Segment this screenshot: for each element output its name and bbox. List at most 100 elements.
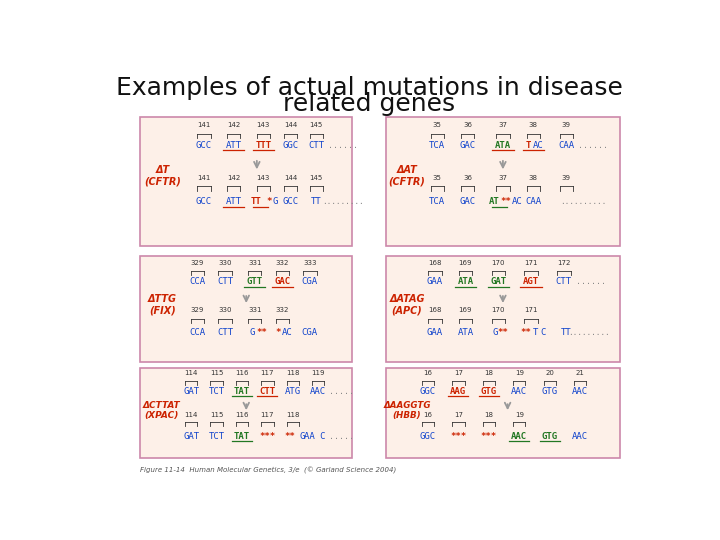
Text: ..........: .......... xyxy=(560,197,606,206)
Bar xyxy=(386,368,620,458)
Text: GCC: GCC xyxy=(196,197,212,206)
Text: 141: 141 xyxy=(197,123,210,129)
Text: 171: 171 xyxy=(524,307,538,313)
Bar xyxy=(386,117,620,246)
Text: 115: 115 xyxy=(210,370,223,376)
Text: AA C: AA C xyxy=(304,432,325,441)
Text: 118: 118 xyxy=(286,413,300,418)
Text: .....: ..... xyxy=(329,432,354,441)
Text: TAT: TAT xyxy=(234,432,250,441)
Text: CCA: CCA xyxy=(189,328,205,337)
Text: G: G xyxy=(273,197,278,206)
Text: 116: 116 xyxy=(235,413,248,418)
Bar xyxy=(140,256,352,362)
Text: AAC: AAC xyxy=(572,432,588,441)
Text: G: G xyxy=(249,328,255,337)
Text: AAC: AAC xyxy=(310,387,326,396)
Text: 331: 331 xyxy=(248,260,261,266)
Text: 169: 169 xyxy=(459,260,472,266)
Text: **: ** xyxy=(284,432,295,441)
Text: AAG: AAG xyxy=(450,387,467,396)
Text: 116: 116 xyxy=(235,370,248,376)
Text: AC: AC xyxy=(282,328,292,337)
Text: 17: 17 xyxy=(454,413,463,418)
Text: 118: 118 xyxy=(286,370,300,376)
Text: ATA: ATA xyxy=(457,328,474,337)
Text: ***: *** xyxy=(450,432,467,441)
Text: CGA: CGA xyxy=(302,328,318,337)
Text: 37: 37 xyxy=(498,123,508,129)
Text: 35: 35 xyxy=(433,123,442,129)
Text: T: T xyxy=(526,140,531,150)
Text: 143: 143 xyxy=(256,175,270,181)
Text: GTG: GTG xyxy=(481,387,497,396)
Text: AAC: AAC xyxy=(511,432,527,441)
Text: ATA: ATA xyxy=(457,277,474,286)
Text: *: * xyxy=(266,197,271,206)
Text: 330: 330 xyxy=(218,307,232,313)
Bar xyxy=(140,368,352,458)
Text: ATT: ATT xyxy=(225,140,242,150)
Text: TT: TT xyxy=(251,197,261,206)
Text: AAC: AAC xyxy=(572,387,588,396)
Text: 170: 170 xyxy=(492,260,505,266)
Text: GAT: GAT xyxy=(183,387,199,396)
Text: GAC: GAC xyxy=(274,277,290,286)
Text: TT: TT xyxy=(311,197,322,206)
Text: GTT: GTT xyxy=(247,277,263,286)
Text: 38: 38 xyxy=(529,123,538,129)
Text: CTT: CTT xyxy=(217,328,233,337)
Text: ......: ...... xyxy=(328,140,358,150)
Text: 330: 330 xyxy=(218,260,232,266)
Text: 172: 172 xyxy=(557,260,570,266)
Text: ΔT
(CFTR): ΔT (CFTR) xyxy=(144,165,181,187)
Text: 329: 329 xyxy=(191,307,204,313)
Text: related genes: related genes xyxy=(283,92,455,116)
Text: 18: 18 xyxy=(485,413,493,418)
Text: **: ** xyxy=(501,197,512,206)
Text: 35: 35 xyxy=(433,175,442,181)
Text: ***: *** xyxy=(481,432,497,441)
Text: CTT: CTT xyxy=(308,140,324,150)
Text: .........: ......... xyxy=(322,197,364,206)
Text: CTT: CTT xyxy=(556,277,572,286)
Text: ......: ...... xyxy=(578,140,608,150)
Text: CAA: CAA xyxy=(526,197,541,206)
Text: 36: 36 xyxy=(463,175,472,181)
Text: ΔAAGGTG
(HBB): ΔAAGGTG (HBB) xyxy=(383,401,431,420)
Text: 168: 168 xyxy=(428,260,441,266)
Text: ***: *** xyxy=(259,432,276,441)
Text: CGA: CGA xyxy=(302,277,318,286)
Text: 119: 119 xyxy=(312,370,325,376)
Text: Examples of actual mutations in disease: Examples of actual mutations in disease xyxy=(116,76,622,100)
Text: 170: 170 xyxy=(492,307,505,313)
Text: TAT: TAT xyxy=(234,387,250,396)
Text: AC: AC xyxy=(511,197,522,206)
Text: TTT: TTT xyxy=(255,140,271,150)
Text: GTG: GTG xyxy=(541,387,558,396)
Text: 21: 21 xyxy=(576,370,585,376)
Text: TCT: TCT xyxy=(209,387,225,396)
Text: 141: 141 xyxy=(197,175,210,181)
Text: ATA: ATA xyxy=(495,140,511,150)
Text: ......: ...... xyxy=(575,277,606,286)
Text: ATT: ATT xyxy=(225,197,242,206)
Text: 142: 142 xyxy=(227,123,240,129)
Text: 39: 39 xyxy=(562,123,571,129)
Text: 37: 37 xyxy=(498,175,508,181)
Text: GAT: GAT xyxy=(490,277,506,286)
Text: TT: TT xyxy=(562,328,572,337)
Bar xyxy=(386,256,620,362)
Text: **: ** xyxy=(498,328,508,337)
Text: GAC: GAC xyxy=(459,197,476,206)
Text: 142: 142 xyxy=(227,175,240,181)
Text: 117: 117 xyxy=(261,413,274,418)
Text: 332: 332 xyxy=(276,307,289,313)
Text: 39: 39 xyxy=(562,175,571,181)
Text: 38: 38 xyxy=(529,175,538,181)
Text: 169: 169 xyxy=(459,307,472,313)
Text: ΔCTTAT
(XPAC): ΔCTTAT (XPAC) xyxy=(143,401,180,420)
Text: 36: 36 xyxy=(463,123,472,129)
Text: 16: 16 xyxy=(423,370,433,376)
Text: TCA: TCA xyxy=(429,140,446,150)
